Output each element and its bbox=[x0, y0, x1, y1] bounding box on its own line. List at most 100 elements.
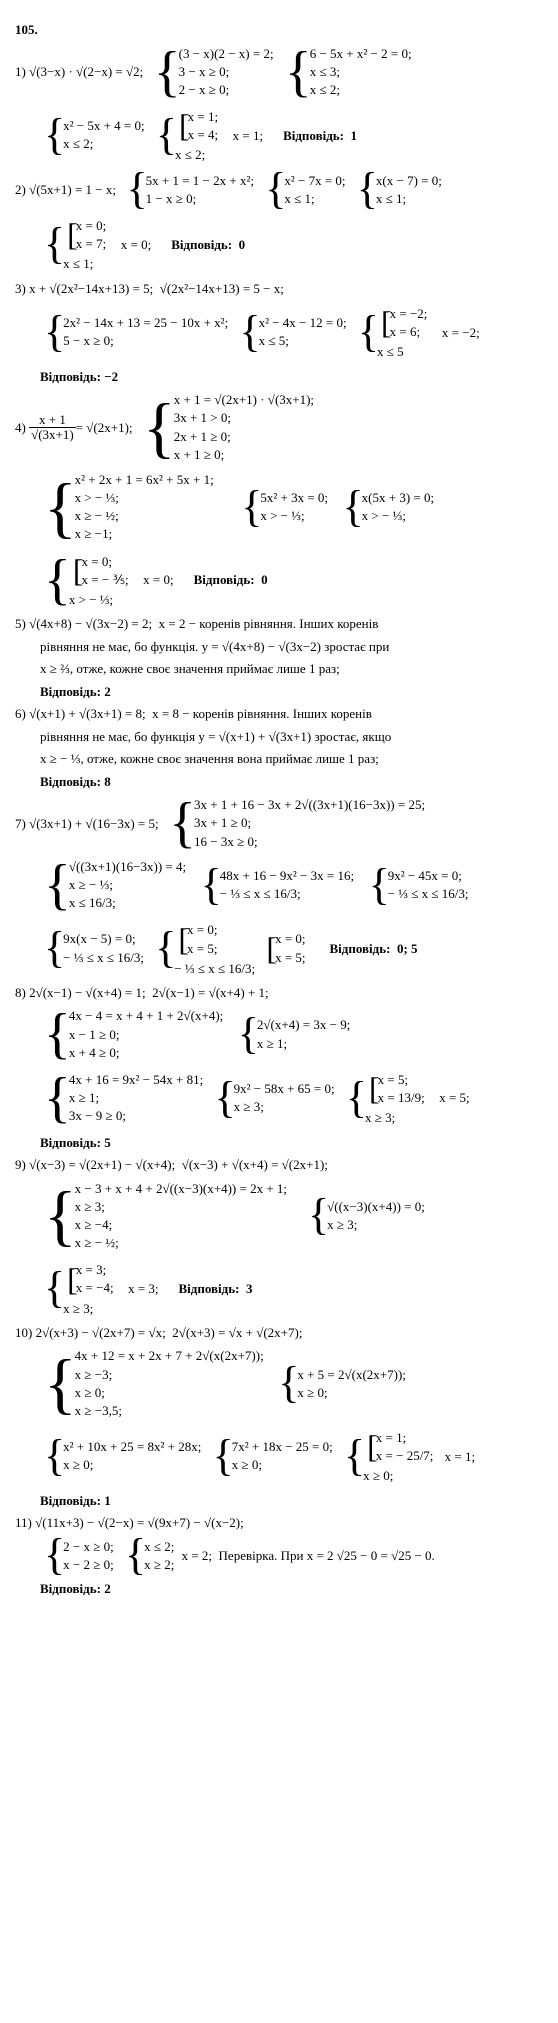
content: 1) √(3−x) · √(2−x) = √2; { (3 − x)(2 − x… bbox=[15, 40, 505, 1602]
p4-fd: √(3x+1) bbox=[29, 428, 76, 442]
p5-t3: x ≥ ⅔, отже, кожне своє значення приймає… bbox=[40, 659, 340, 679]
p8-s3a: 4x + 16 = 9x² − 54x + 81; bbox=[69, 1071, 203, 1089]
p3-s3c: x ≤ 5 bbox=[377, 343, 431, 361]
p1-s4c: x ≤ 2; bbox=[175, 146, 222, 164]
p3-s1b: 5 − x ≥ 0; bbox=[63, 332, 228, 350]
answer-label7: Відповідь: bbox=[330, 941, 391, 956]
p9-ans: 3 bbox=[246, 1281, 253, 1296]
p10-num: 10) bbox=[15, 1323, 32, 1343]
p3-result: x = −2; bbox=[442, 323, 480, 343]
p3-s2b: x ≤ 5; bbox=[259, 332, 347, 350]
p6-num: 6) bbox=[15, 704, 26, 724]
p6-ans: 8 bbox=[104, 772, 111, 792]
p11-num: 11) bbox=[15, 1513, 32, 1533]
p9-result: x = 3; bbox=[128, 1279, 158, 1299]
p9-s1d: x ≥ − ½; bbox=[75, 1234, 287, 1252]
p8-s2a: 2√(x+4) = 3x − 9; bbox=[257, 1016, 350, 1034]
p2-s4b: x = 7; bbox=[76, 235, 106, 253]
p5-eq: √(4x+8) − √(3x−2) = 2; bbox=[29, 614, 152, 634]
p4-s5a: x = 0; bbox=[82, 553, 129, 571]
p7-s2a: √((3x+1)(16−3x)) = 4; bbox=[69, 858, 186, 876]
p8-eq1: 2√(x−1) − √(x+4) = 1; bbox=[29, 983, 146, 1003]
p1-s2b: x ≤ 3; bbox=[310, 63, 412, 81]
p4-s1b: 3x + 1 > 0; bbox=[174, 409, 314, 427]
p10-s5b: x = − 25/7; bbox=[376, 1447, 434, 1465]
p4-s2b: x > − ⅓; bbox=[75, 489, 214, 507]
p3-eq2: √(2x²−14x+13) = 5 − x; bbox=[160, 279, 284, 299]
p1-result: x = 1; bbox=[233, 126, 263, 146]
p9-s3a: x = 3; bbox=[76, 1261, 114, 1279]
p9-s2b: x ≥ 3; bbox=[327, 1216, 425, 1234]
p1-s1b: 3 − x ≥ 0; bbox=[179, 63, 274, 81]
problem-number: 105. bbox=[15, 20, 50, 40]
p4-s3a: 5x² + 3x = 0; bbox=[260, 489, 328, 507]
p5-t2: рівняння не має, бо функція. y = √(4x+8)… bbox=[40, 637, 389, 657]
p10-s5c: x ≥ 0; bbox=[363, 1467, 437, 1485]
p4-rhs: = √(2x+1); bbox=[76, 418, 133, 438]
p7-s6c: − ⅓ ≤ x ≤ 16/3; bbox=[174, 960, 255, 978]
p8-num: 8) bbox=[15, 983, 26, 1003]
p5-num: 5) bbox=[15, 614, 26, 634]
p8-s4b: x ≥ 3; bbox=[234, 1098, 335, 1116]
p2-s2a: x² − 7x = 0; bbox=[284, 172, 345, 190]
p5-ans: 2 bbox=[104, 682, 111, 702]
p10-s3b: x ≥ 0; bbox=[63, 1456, 201, 1474]
p3-num: 3) bbox=[15, 279, 26, 299]
p2-eq: √(5x+1) = 1 − x; bbox=[29, 180, 116, 200]
p7-s4a: 9x² − 45x = 0; bbox=[388, 867, 469, 885]
p4-s4a: x(5x + 3) = 0; bbox=[362, 489, 434, 507]
p3-s1a: 2x² − 14x + 13 = 25 − 10x + x²; bbox=[63, 314, 228, 332]
p1-s4b: x = 4; bbox=[188, 126, 218, 144]
p8-result: x = 5; bbox=[439, 1088, 469, 1108]
p5-t1: x = 2 − коренів рівняння. Інших коренів bbox=[159, 614, 379, 634]
p7-s1b: 3x + 1 ≥ 0; bbox=[194, 814, 425, 832]
p9-s1a: x − 3 + x + 4 + 2√((x−3)(x+4)) = 2x + 1; bbox=[75, 1180, 287, 1198]
p9-s1c: x ≥ −4; bbox=[75, 1216, 287, 1234]
p4-s1d: x + 1 ≥ 0; bbox=[174, 446, 314, 464]
p3-s2a: x² − 4x − 12 = 0; bbox=[259, 314, 347, 332]
p10-ans: 1 bbox=[104, 1491, 111, 1511]
p8-ans: 5 bbox=[104, 1133, 111, 1153]
p7-s3a: 48x + 16 − 9x² − 3x = 16; bbox=[220, 867, 354, 885]
p7-ans: 0; 5 bbox=[397, 941, 418, 956]
p2-s2b: x ≤ 1; bbox=[284, 190, 345, 208]
p2-ans: 0 bbox=[239, 237, 246, 252]
p7-s7b: x = 5; bbox=[275, 949, 305, 967]
p7-s7a: x = 0; bbox=[275, 930, 305, 948]
p7-s3b: − ⅓ ≤ x ≤ 16/3; bbox=[220, 885, 354, 903]
p9-s1b: x ≥ 3; bbox=[75, 1198, 287, 1216]
p2-s3b: x ≤ 1; bbox=[376, 190, 442, 208]
p3-eq1: x + √(2x²−14x+13) = 5; bbox=[29, 279, 153, 299]
p4-s1c: 2x + 1 ≥ 0; bbox=[174, 428, 314, 446]
answer-label10: Відповідь: bbox=[40, 1491, 101, 1511]
p8-s2b: x ≥ 1; bbox=[257, 1035, 350, 1053]
p8-s1b: x − 1 ≥ 0; bbox=[69, 1026, 223, 1044]
p1-eq: √(3−x) · √(2−x) = √2; bbox=[29, 62, 143, 82]
p4-s5b: x = − ⅗; bbox=[82, 571, 129, 589]
p4-s5c: x > − ⅓; bbox=[69, 591, 133, 609]
p6-t3: x ≥ − ⅓, отже, кожне своє значення вона … bbox=[40, 749, 379, 769]
p9-eq1: √(x−3) = √(2x+1) − √(x+4); bbox=[29, 1155, 175, 1175]
p11-s1b: x − 2 ≥ 0; bbox=[63, 1556, 114, 1574]
p2-num: 2) bbox=[15, 180, 26, 200]
p1-ans: 1 bbox=[351, 128, 358, 143]
p7-eq1: √(3x+1) + √(16−3x) = 5; bbox=[29, 814, 159, 834]
p4-ans: 0 bbox=[261, 572, 268, 587]
p10-eq2: 2√(x+3) = √x + √(2x+7); bbox=[172, 1323, 302, 1343]
p4-num: 4) bbox=[15, 418, 26, 438]
p8-s4a: 9x² − 58x + 65 = 0; bbox=[234, 1080, 335, 1098]
p10-s5a: x = 1; bbox=[376, 1429, 434, 1447]
p1-s1a: (3 − x)(2 − x) = 2; bbox=[179, 45, 274, 63]
p9-s2a: √((x−3)(x+4)) = 0; bbox=[327, 1198, 425, 1216]
p3-s3a: x = −2; bbox=[390, 305, 428, 323]
answer-label4: Відповідь: bbox=[194, 572, 255, 587]
p8-s1c: x + 4 ≥ 0; bbox=[69, 1044, 223, 1062]
p11-s2a: x ≤ 2; bbox=[144, 1538, 174, 1556]
p8-s3c: 3x − 9 ≥ 0; bbox=[69, 1107, 203, 1125]
p2-s3a: x(x − 7) = 0; bbox=[376, 172, 442, 190]
p8-eq2: 2√(x−1) = √(x+4) + 1; bbox=[152, 983, 269, 1003]
p7-s1a: 3x + 1 + 16 − 3x + 2√((3x+1)(16−3x)) = 2… bbox=[194, 796, 425, 814]
answer-label5: Відповідь: bbox=[40, 682, 101, 702]
p1-s1c: 2 − x ≥ 0; bbox=[179, 81, 274, 99]
p1-num: 1) bbox=[15, 62, 26, 82]
